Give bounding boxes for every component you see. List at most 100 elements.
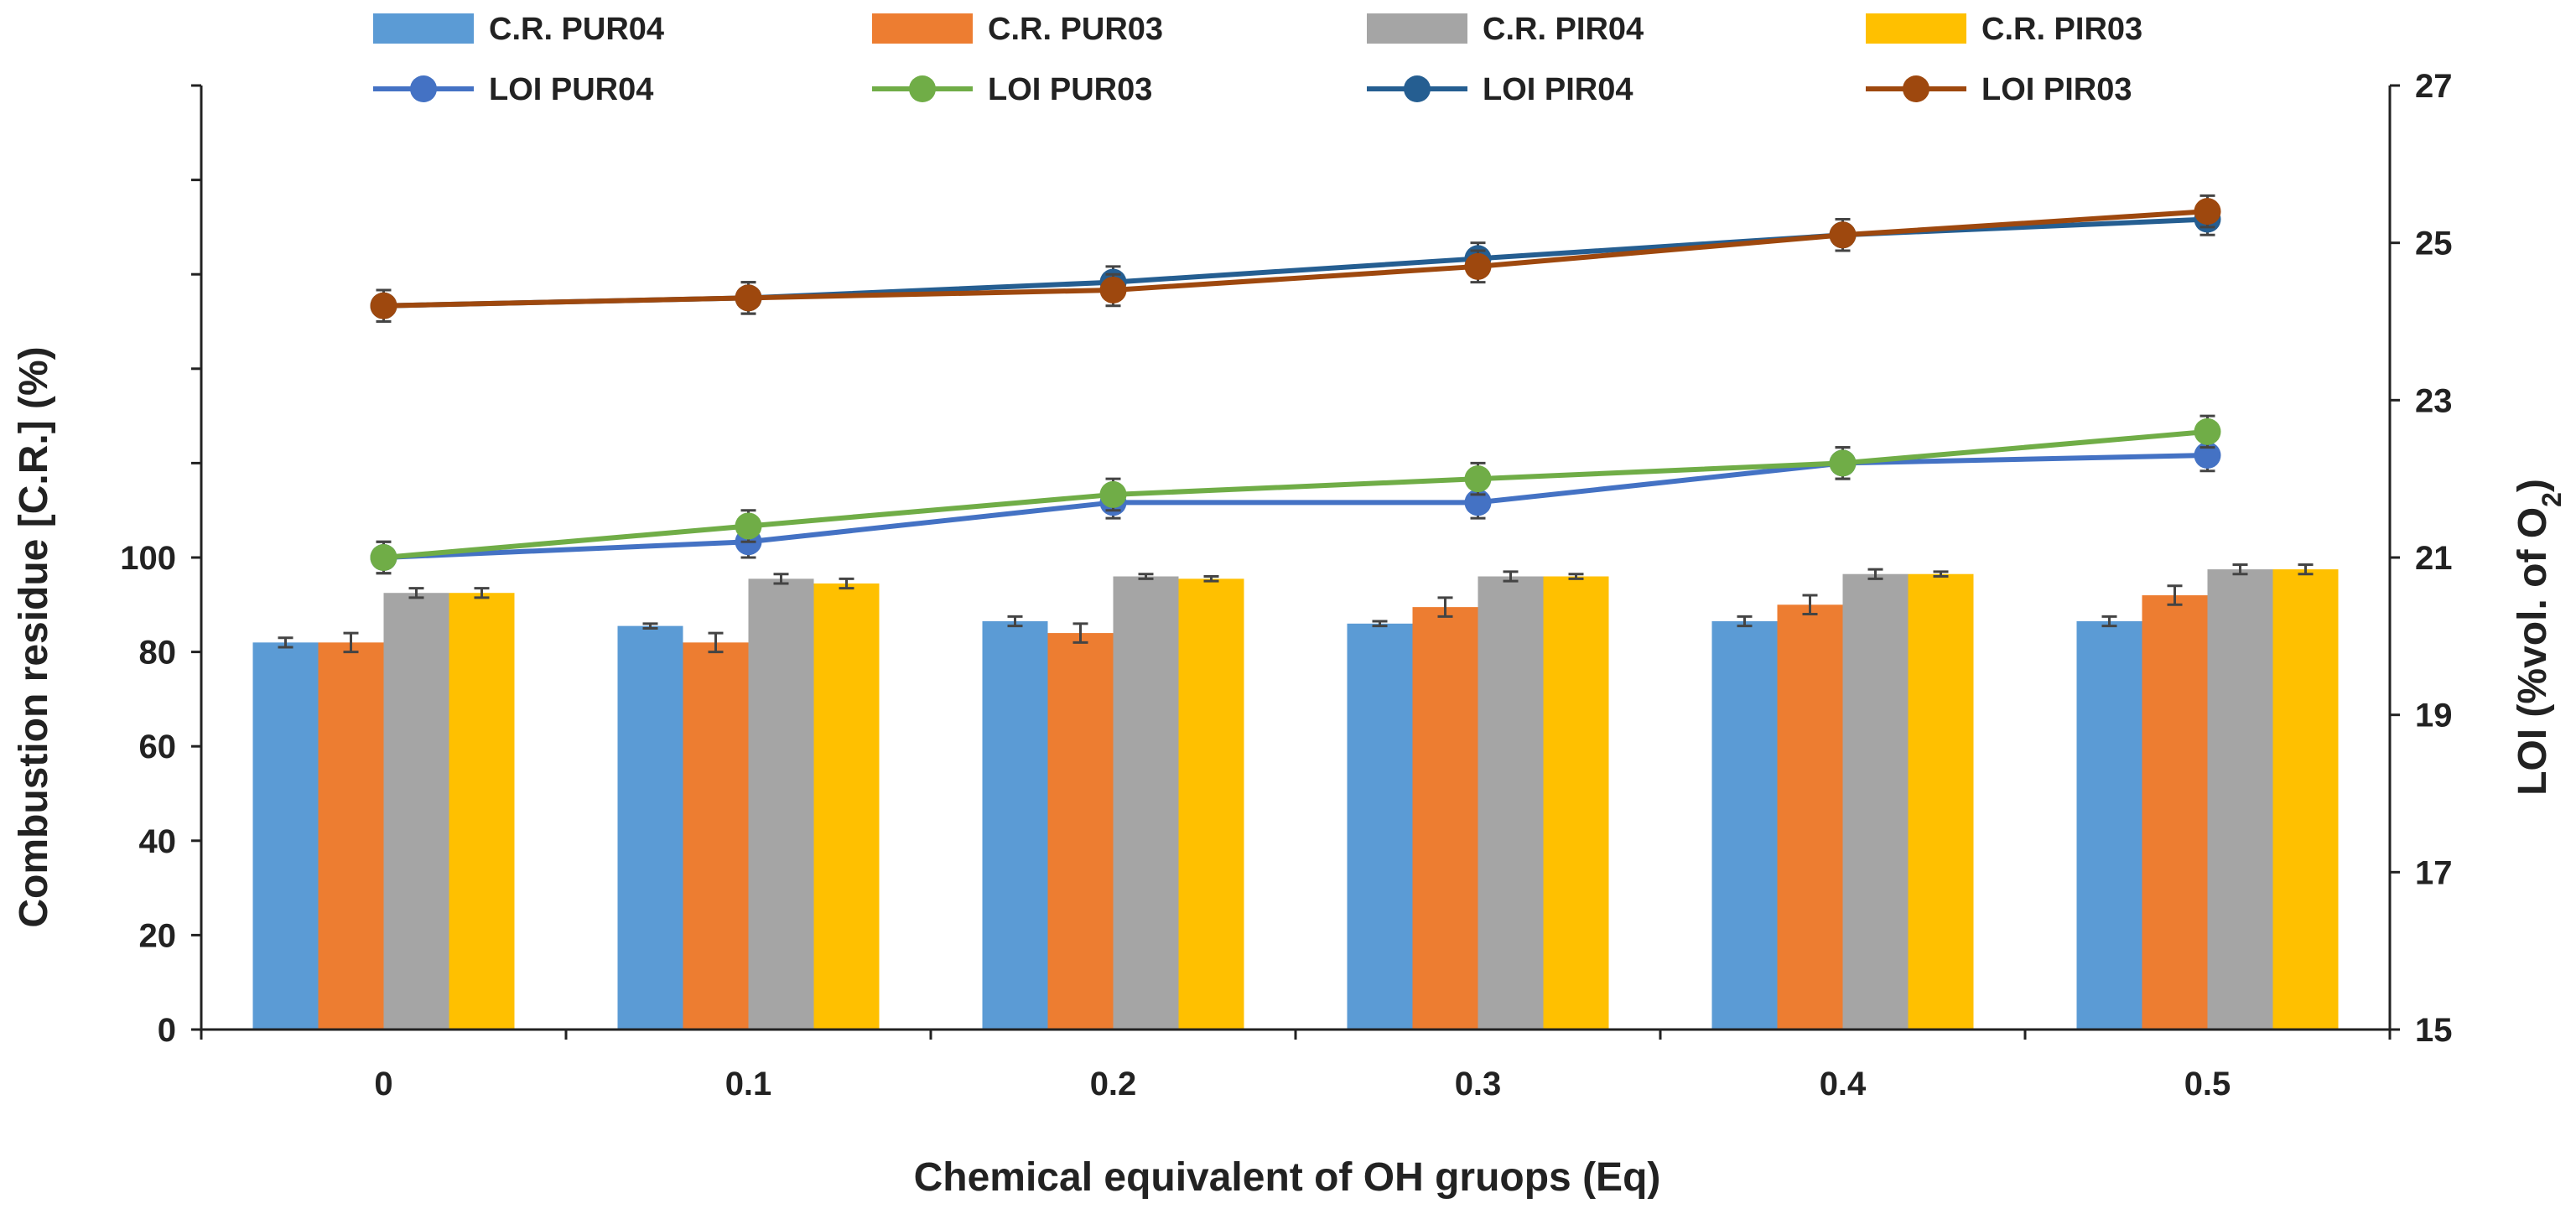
- bar-error-2-3: [1503, 570, 1519, 583]
- bar-c-r-pir04-2: [1113, 576, 1179, 1030]
- legend-label: LOI PIR04: [1483, 72, 1633, 107]
- bar-error-0-4: [1737, 615, 1753, 628]
- legend-swatch: [1367, 13, 1467, 44]
- x-tick-label: 0.4: [1820, 1066, 1867, 1102]
- x-tick-label: 0.2: [1090, 1066, 1137, 1102]
- legend-label: LOI PUR04: [489, 72, 653, 107]
- bar-c-r-pir04-3: [1478, 576, 1544, 1030]
- point-loi-pir03-3: [1464, 252, 1492, 280]
- legend-marker: [410, 75, 437, 102]
- legend-item-c-r-pir04: C.R. PIR04: [1367, 12, 1644, 47]
- legend-item-loi-pur04: LOI PUR04: [373, 72, 653, 107]
- bar-c-r-pir03-0: [449, 593, 515, 1030]
- legend-item-c-r-pur03: C.R. PUR03: [872, 12, 1163, 47]
- bar-c-r-pir03-2: [1178, 578, 1244, 1030]
- y-left-tick-label: 0: [158, 1012, 176, 1049]
- legend-label: C.R. PUR03: [988, 12, 1163, 47]
- bar-c-r-pur04-0: [252, 642, 319, 1030]
- legend-marker: [909, 75, 936, 102]
- bar-c-r-pir04-1: [748, 578, 814, 1030]
- y-right-tick-label: 17: [2415, 854, 2453, 891]
- bar-error-1-4: [1802, 594, 1818, 616]
- bar-c-r-pur03-3: [1412, 607, 1478, 1030]
- legend-item-c-r-pur04: C.R. PUR04: [373, 12, 664, 47]
- bar-c-r-pir03-1: [813, 583, 880, 1030]
- bar-c-r-pur03-4: [1777, 604, 1843, 1030]
- point-loi-pur03-2: [1099, 480, 1127, 508]
- point-loi-pir03-4: [1829, 221, 1857, 249]
- point-loi-pur03-0: [370, 544, 397, 571]
- y-left-tick-label: 60: [139, 729, 177, 765]
- legend-label: C.R. PIR04: [1483, 12, 1644, 47]
- bar-c-r-pir04-5: [2207, 569, 2273, 1030]
- point-loi-pir03-2: [1099, 276, 1127, 303]
- bar-error-3-2: [1203, 575, 1219, 583]
- legend-item-loi-pur03: LOI PUR03: [872, 72, 1152, 107]
- bar-c-r-pur04-1: [617, 625, 683, 1030]
- bar-c-r-pur03-2: [1047, 633, 1114, 1030]
- bar-error-0-3: [1372, 620, 1388, 628]
- bar-c-r-pur03-1: [683, 642, 749, 1030]
- legend-label: C.R. PUR04: [489, 12, 664, 47]
- bar-error-3-1: [839, 577, 854, 590]
- bar-error-3-0: [474, 587, 490, 599]
- y-right-tick-label: 15: [2415, 1012, 2453, 1049]
- bar-c-r-pir04-4: [1842, 573, 1909, 1030]
- legend-label: LOI PUR03: [988, 72, 1152, 107]
- line-loi-pir04: [383, 216, 2208, 309]
- legend-marker: [1903, 75, 1929, 102]
- x-tick-label: 0.5: [2184, 1066, 2231, 1102]
- x-axis-title: Chemical equivalent of OH gruops (Eq): [914, 1155, 1661, 1200]
- legend-marker: [1404, 75, 1431, 102]
- bar-error-2-2: [1138, 573, 1154, 580]
- legend: C.R. PUR04 C.R. PUR03 C.R. PIR04 C.R. PIR03…: [373, 12, 2142, 107]
- point-loi-pur03-3: [1464, 465, 1492, 493]
- bar-error-1-2: [1072, 622, 1088, 644]
- bar-c-r-pir03-4: [1908, 573, 1974, 1030]
- bar-error-3-3: [1568, 573, 1584, 580]
- legend-label: LOI PIR03: [1981, 72, 2132, 107]
- legend-swatch: [373, 13, 474, 44]
- legend-label: C.R. PIR03: [1981, 12, 2142, 47]
- x-tick-label: 0.3: [1455, 1066, 1502, 1102]
- bar-error-0-2: [1007, 615, 1023, 628]
- bar-error-3-5: [2298, 563, 2314, 576]
- x-tick-label: 0.1: [725, 1066, 772, 1102]
- bar-error-1-0: [343, 631, 359, 654]
- y-right-tick-label: 23: [2415, 382, 2453, 419]
- bar-error-1-1: [708, 631, 724, 654]
- point-loi-pir03-0: [370, 292, 397, 319]
- point-loi-pur03-1: [735, 512, 762, 540]
- bar-error-1-3: [1437, 596, 1453, 618]
- axes-layer: 0 20 40 60 80 100 15 17 19 21 23 25 27 0 0.1 0.2 0.3 0.4 0…: [120, 68, 2452, 1102]
- y-axis-right-title: LOI (%vol. of O2): [2511, 479, 2567, 796]
- point-loi-pur03-4: [1829, 449, 1857, 477]
- legend-swatch: [872, 13, 973, 44]
- legend-item-loi-pir03: LOI PIR03: [1866, 72, 2132, 107]
- line-loi-pir03: [383, 209, 2208, 309]
- y-right-tick-label: 21: [2415, 540, 2453, 577]
- bar-error-2-0: [408, 587, 424, 599]
- bar-c-r-pir03-5: [2272, 569, 2339, 1030]
- bar-error-2-4: [1867, 568, 1883, 580]
- point-loi-pir03-1: [735, 284, 762, 312]
- legend-swatch: [1866, 13, 1966, 44]
- line-loi-pur03: [383, 428, 2208, 560]
- point-loi-pir03-5: [2194, 198, 2221, 226]
- bar-error-2-5: [2232, 563, 2248, 576]
- bars-layer: [252, 563, 2339, 1030]
- y-right-tick-label: 25: [2415, 226, 2453, 262]
- bar-c-r-pur04-4: [1711, 621, 1778, 1030]
- bar-error-3-4: [1933, 570, 1949, 578]
- bar-error-2-1: [773, 573, 789, 585]
- y-axis-left-title: Combustion residue [C.R.] (%): [12, 346, 56, 927]
- y-left-tick-label: 80: [139, 635, 177, 672]
- legend-item-loi-pir04: LOI PIR04: [1367, 72, 1633, 107]
- bar-error-0-0: [278, 636, 293, 649]
- bar-error-0-1: [642, 622, 658, 630]
- bar-c-r-pur04-3: [1347, 623, 1413, 1030]
- bar-c-r-pur04-5: [2076, 621, 2142, 1030]
- lines-layer: [370, 194, 2221, 575]
- y-left-tick-label: 100: [120, 540, 176, 577]
